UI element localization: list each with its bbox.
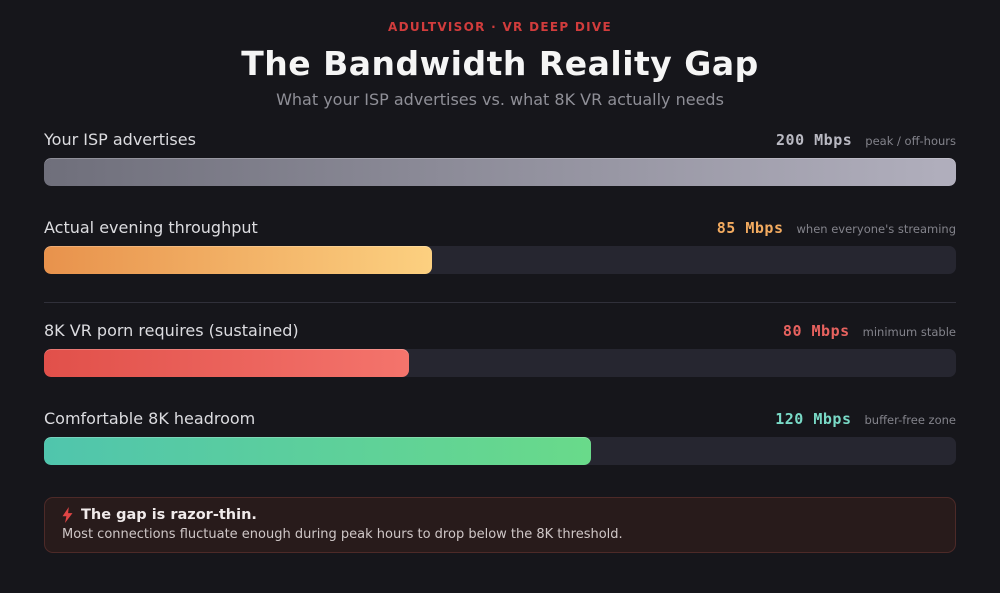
bar-fill [44, 349, 409, 377]
bar-value: 200 Mbps [776, 131, 853, 149]
bar-row-head: 8K VR porn requires (sustained) 80 Mbps … [44, 321, 956, 340]
bar-note: minimum stable [862, 325, 956, 339]
bar-track [44, 246, 956, 274]
callout-box: The gap is razor-thin. Most connections … [44, 497, 956, 553]
lightning-bolt-icon [62, 507, 73, 523]
section-divider [44, 302, 956, 303]
bar-fill [44, 437, 592, 465]
bar-row-head: Actual evening throughput 85 Mbps when e… [44, 218, 956, 237]
bar-value: 80 Mbps [782, 322, 850, 340]
bar-meta: 80 Mbps minimum stable [783, 322, 956, 340]
callout-title: The gap is razor-thin. [81, 507, 257, 523]
callout-body: Most connections fluctuate enough during… [62, 527, 623, 542]
bar-label: 8K VR porn requires (sustained) [44, 321, 299, 340]
bar-track [44, 349, 956, 377]
page-title: The Bandwidth Reality Gap [241, 44, 759, 83]
bar-track [44, 437, 956, 465]
bar-meta: 85 Mbps when everyone's streaming [717, 219, 956, 237]
bar-note: buffer-free zone [864, 413, 957, 427]
bar-meta: 120 Mbps buffer-free zone [775, 410, 956, 428]
bar-row-head: Comfortable 8K headroom 120 Mbps buffer-… [44, 409, 956, 428]
chart-header: ADULTVISOR · VR DEEP DIVE The Bandwidth … [0, 0, 1000, 109]
bar-value: 85 Mbps [716, 219, 784, 237]
bar-row: Actual evening throughput 85 Mbps when e… [44, 218, 956, 274]
bar-value: 120 Mbps [775, 410, 852, 428]
bar-fill [44, 246, 432, 274]
brand-eyebrow: ADULTVISOR · VR DEEP DIVE [387, 20, 613, 34]
bar-note: peak / off-hours [865, 134, 956, 148]
bar-label: Actual evening throughput [44, 218, 258, 237]
bandwidth-bar-chart: Your ISP advertises 200 Mbps peak / off-… [44, 130, 956, 497]
bar-fill [44, 158, 956, 186]
bar-row-head: Your ISP advertises 200 Mbps peak / off-… [44, 130, 956, 149]
bar-row: 8K VR porn requires (sustained) 80 Mbps … [44, 321, 956, 377]
bar-label: Comfortable 8K headroom [44, 409, 256, 428]
bar-row: Comfortable 8K headroom 120 Mbps buffer-… [44, 409, 956, 465]
page-subtitle: What your ISP advertises vs. what 8K VR … [276, 90, 724, 109]
bar-track [44, 158, 956, 186]
bar-note: when everyone's streaming [796, 222, 957, 236]
bar-meta: 200 Mbps peak / off-hours [776, 131, 956, 149]
callout-title-row: The gap is razor-thin. [62, 507, 938, 523]
bar-row: Your ISP advertises 200 Mbps peak / off-… [44, 130, 956, 186]
bar-label: Your ISP advertises [44, 130, 196, 149]
